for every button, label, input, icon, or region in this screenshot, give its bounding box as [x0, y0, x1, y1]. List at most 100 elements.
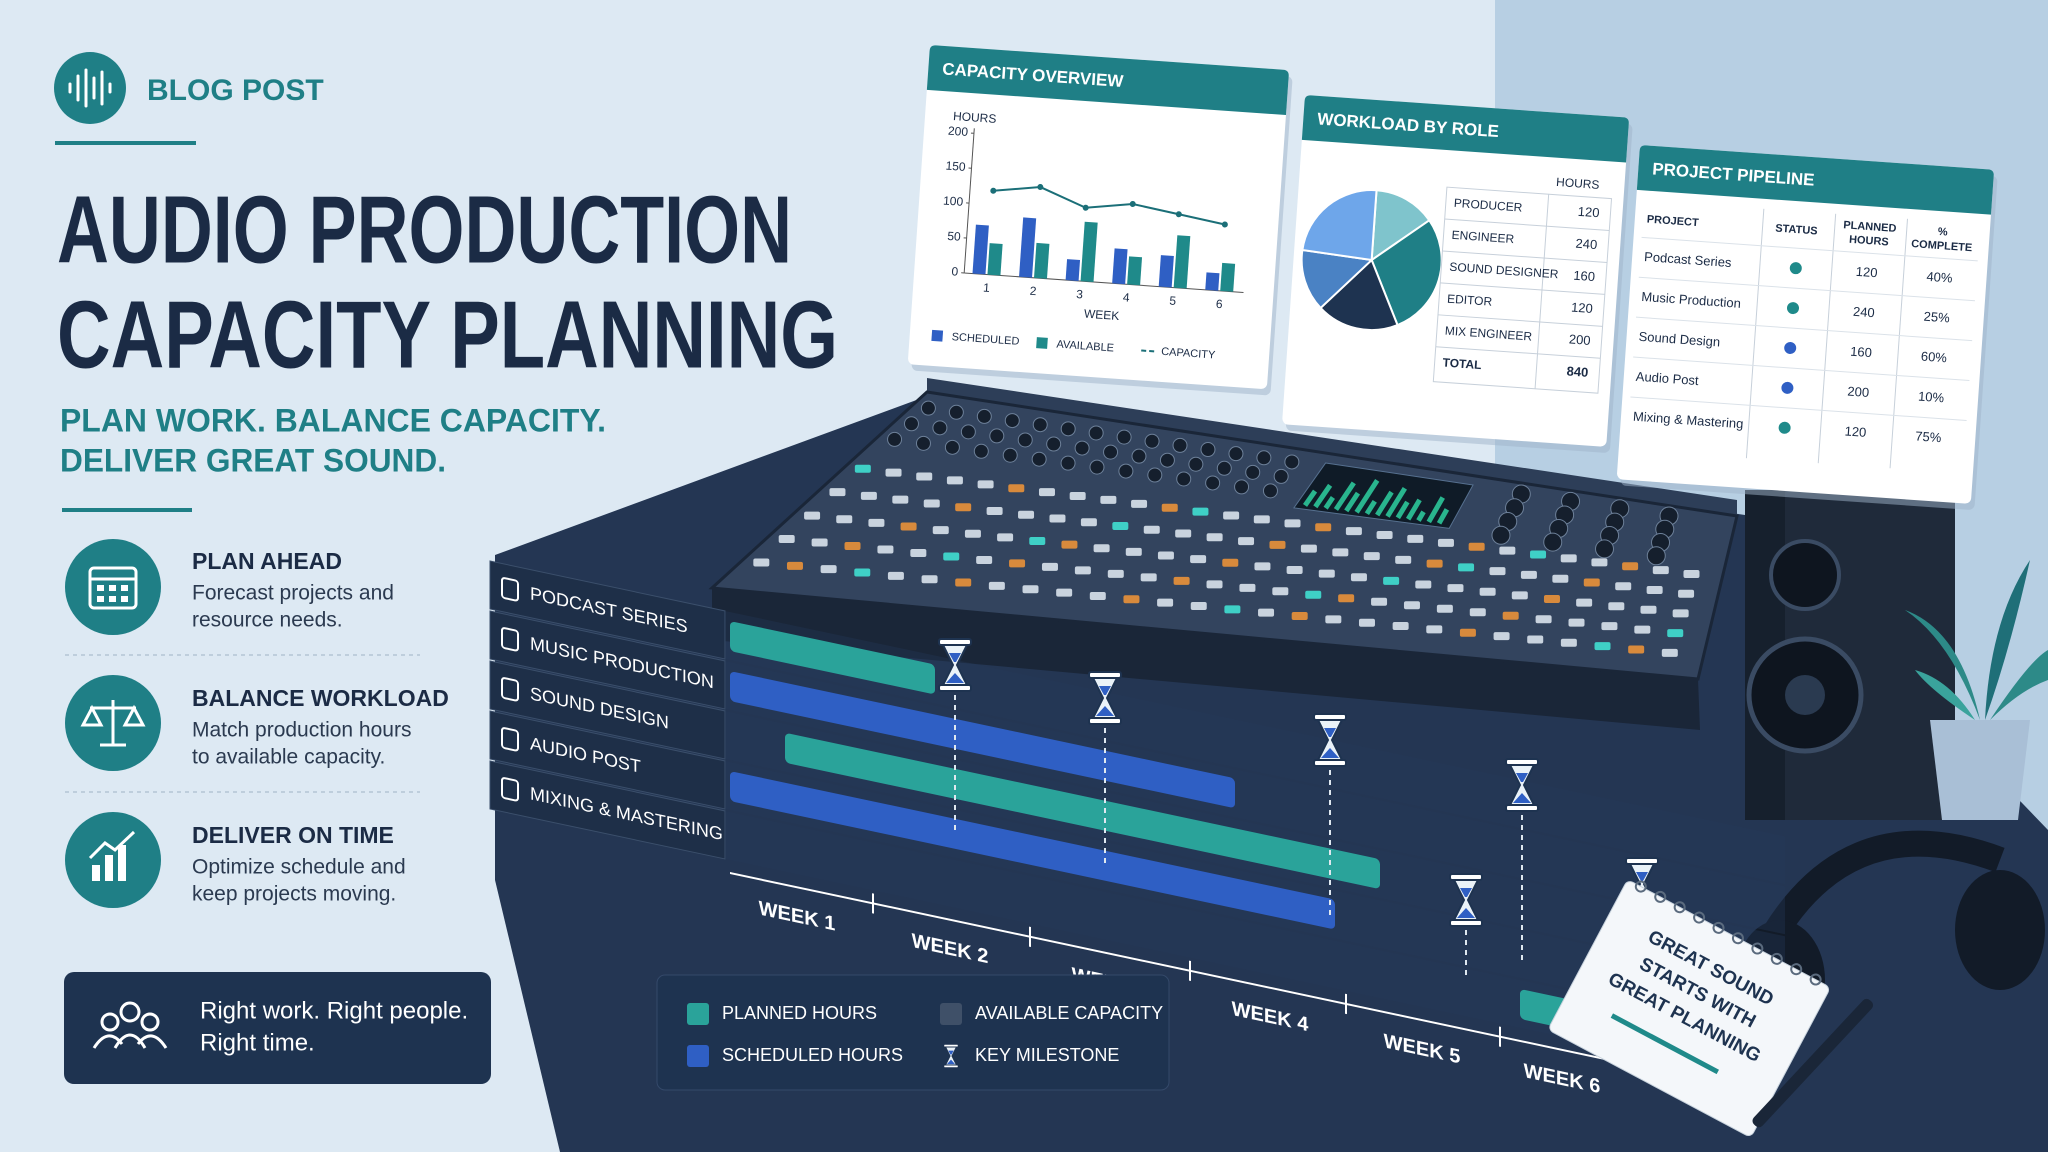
knob	[1060, 455, 1076, 471]
fader	[1190, 555, 1207, 564]
knob	[960, 424, 976, 440]
notebook-ring	[1693, 911, 1706, 924]
fader	[1469, 608, 1486, 617]
knob	[1159, 452, 1175, 468]
card	[1617, 145, 1994, 504]
fader	[1493, 632, 1510, 641]
fader	[829, 488, 846, 497]
fader	[1358, 618, 1375, 627]
fader	[1661, 648, 1678, 657]
bar	[987, 243, 1003, 276]
table-rule	[1437, 314, 1603, 327]
knob	[1089, 459, 1105, 475]
badge: BLOG POST	[147, 74, 324, 107]
pie-slice	[1319, 258, 1399, 332]
percent-complete: 60%	[1920, 349, 1947, 366]
notebook-underline	[1610, 1013, 1719, 1075]
feature-text: resource needs.	[192, 609, 343, 632]
pie-slice	[1370, 189, 1431, 263]
planned-hours: 120	[1844, 423, 1867, 439]
role-hours: 200	[1568, 331, 1591, 347]
knob	[976, 408, 992, 424]
x-tick-label: 5	[1169, 294, 1177, 308]
track-icon	[501, 727, 519, 752]
people-icon	[92, 1001, 168, 1049]
fader	[1415, 580, 1432, 589]
role-name: EDITOR	[1447, 292, 1493, 309]
track-icon	[501, 777, 519, 802]
title: AUDIO PRODUCTION	[57, 176, 792, 283]
fader	[946, 476, 963, 485]
gantt-bar	[785, 733, 1380, 889]
fader	[932, 526, 949, 535]
fader	[1074, 566, 1091, 575]
table-rule	[1444, 218, 1610, 232]
milestone-glass	[941, 644, 969, 686]
knob	[1188, 456, 1204, 472]
milestone	[1449, 873, 1483, 927]
fader	[1161, 503, 1178, 512]
knob	[1004, 413, 1020, 429]
status-dot	[1789, 262, 1802, 275]
fader	[1041, 562, 1058, 571]
knob	[1116, 429, 1132, 445]
bar	[1220, 262, 1236, 292]
y-axis-label: HOURS	[953, 109, 997, 126]
fader	[1173, 576, 1190, 585]
plant-leaf	[1985, 560, 2030, 720]
callout-text: Right time.	[200, 1029, 315, 1056]
knob	[1228, 446, 1244, 462]
milestone	[938, 638, 972, 692]
fader	[921, 575, 938, 584]
fader	[1258, 608, 1275, 617]
fader	[1479, 587, 1496, 596]
x-tick-label: 1	[983, 280, 991, 294]
track-label-bg	[489, 710, 726, 810]
fader	[1018, 510, 1035, 519]
fader	[1029, 536, 1046, 545]
bar	[1034, 242, 1050, 279]
milestone-glass	[1452, 879, 1480, 921]
fader	[1318, 569, 1335, 578]
fader	[916, 472, 933, 481]
fader	[1338, 594, 1355, 603]
fader	[1192, 507, 1209, 516]
feature-icons	[65, 539, 161, 908]
line-point	[1129, 201, 1136, 208]
legend-label: SCHEDULED HOURS	[722, 1045, 903, 1065]
knob	[1088, 425, 1104, 441]
fader	[854, 464, 871, 473]
logo-wave	[68, 68, 112, 108]
table-divider	[1817, 213, 1837, 464]
fader	[1315, 523, 1332, 532]
fader	[1468, 542, 1485, 551]
legend-swatch	[931, 329, 944, 342]
role-name: PRODUCER	[1453, 196, 1523, 215]
fader	[877, 545, 894, 554]
role-hours: 240	[1575, 236, 1598, 252]
notebook-ring	[1790, 963, 1803, 976]
fader	[892, 495, 909, 504]
fader	[1520, 570, 1537, 579]
fader	[1543, 594, 1560, 603]
fader	[1107, 569, 1124, 578]
bar	[1112, 248, 1128, 285]
fader	[976, 555, 993, 564]
legend-label: KEY MILESTONE	[975, 1045, 1119, 1065]
table-rule	[1635, 316, 1973, 342]
fader	[1436, 604, 1453, 613]
fader	[1499, 546, 1516, 555]
fader	[1123, 595, 1140, 604]
fader	[1552, 574, 1569, 583]
fader	[1426, 625, 1443, 634]
project-name: Podcast Series	[1644, 249, 1733, 270]
planned-hours: 160	[1850, 344, 1873, 360]
meter-bar	[1416, 510, 1426, 522]
fader	[1254, 562, 1271, 571]
fader	[1511, 591, 1528, 600]
feature-text: Optimize schedule and	[192, 856, 406, 879]
